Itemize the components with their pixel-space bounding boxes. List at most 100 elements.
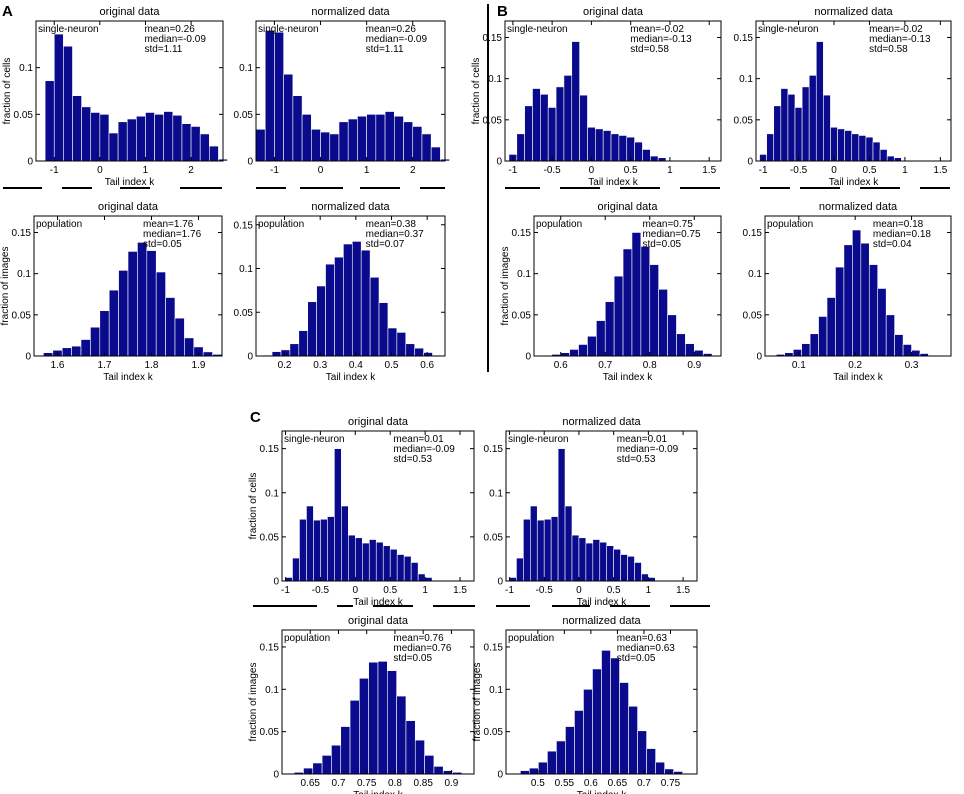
x-tick-label: -1 xyxy=(505,585,514,596)
histogram-bar xyxy=(649,264,659,357)
x-axis-label: Tail index k xyxy=(833,372,883,383)
stat-line: std=0.53 xyxy=(617,454,656,465)
chart-title: normalized data xyxy=(562,615,641,627)
histogram-bar xyxy=(320,131,331,162)
chart-subtitle: single-neuron xyxy=(38,24,99,35)
histogram-bar xyxy=(403,555,412,582)
histogram-bar xyxy=(274,31,284,162)
histogram-bar xyxy=(384,111,395,162)
y-tick-label: 0.1 xyxy=(488,74,502,85)
y-tick-label: 0.1 xyxy=(239,264,253,275)
y-tick-label: 0 xyxy=(497,770,503,781)
x-tick-label: 0.3 xyxy=(313,360,327,371)
histogram-bar xyxy=(879,149,888,162)
axes-frame xyxy=(35,20,224,162)
histogram-bar xyxy=(184,337,195,357)
histogram-bar xyxy=(172,114,183,162)
histogram-bar xyxy=(634,562,642,582)
histogram-bar xyxy=(620,554,628,582)
histogram-bar xyxy=(137,242,148,357)
x-tick-label: 0.65 xyxy=(608,778,628,789)
axes-frame xyxy=(504,20,722,162)
y-tick-label: 0.15 xyxy=(260,444,280,455)
x-tick-label: 1.6 xyxy=(51,360,65,371)
chart-title: normalized data xyxy=(562,416,641,428)
histogram-bar xyxy=(338,121,349,162)
histogram-bar xyxy=(693,349,704,357)
histogram-bar xyxy=(44,80,55,162)
x-tick-label: 0.9 xyxy=(687,360,701,371)
histogram-bar xyxy=(667,314,677,357)
axes-frame xyxy=(505,430,698,582)
stat-line: std=1.11 xyxy=(366,44,404,55)
histogram-bar xyxy=(199,133,210,162)
histogram-bar xyxy=(676,333,686,357)
histogram-bar xyxy=(640,246,651,357)
chart-title: original data xyxy=(583,6,644,18)
histogram-bar xyxy=(343,243,353,357)
histogram-bar xyxy=(126,118,137,162)
histogram-bar xyxy=(571,534,580,582)
histogram-bar xyxy=(377,661,388,775)
histogram-bar xyxy=(414,347,424,357)
chart-title: normalized data xyxy=(819,201,898,213)
x-tick-label: 0 xyxy=(318,165,324,176)
histogram-bar xyxy=(634,141,643,162)
histogram-bar xyxy=(368,661,379,775)
histogram-bar xyxy=(578,344,588,357)
histogram-bar xyxy=(351,241,362,357)
x-tick-label: -0.5 xyxy=(790,165,808,176)
axes-frame xyxy=(255,215,446,357)
stat-line: mean=0.26 xyxy=(144,24,195,35)
stat-line: std=0.05 xyxy=(393,653,432,664)
histogram-bar xyxy=(613,275,624,357)
chart-subtitle: single-neuron xyxy=(758,24,819,35)
x-axis-label: Tail index k xyxy=(603,372,653,383)
histogram-bar xyxy=(271,351,282,357)
chart-subtitle: single-neuron xyxy=(507,24,568,35)
stat-line: mean=0.38 xyxy=(366,219,417,230)
stat-line: median=-0.13 xyxy=(869,34,931,45)
y-axis-label: fraction of images xyxy=(0,247,11,326)
histogram-bar xyxy=(396,332,407,357)
chart-c3: 0.65 0.7 0.75 0.8 0.85 0.9 0 0.05 0.1 0.15 origina… xyxy=(248,615,475,794)
histogram-bar xyxy=(316,285,326,357)
chart-subtitle: single-neuron xyxy=(258,24,319,35)
y-tick-label: 0.05 xyxy=(483,115,503,126)
histogram-bar xyxy=(283,73,294,162)
histogram-bar xyxy=(852,229,862,357)
y-tick-label: 0.15 xyxy=(512,228,532,239)
chart-a3: 1.6 1.7 1.8 1.9 0 0.05 0.1 0.15 original data pop… xyxy=(0,201,223,383)
histogram-bar xyxy=(375,541,384,582)
x-tick-label: 1.5 xyxy=(702,165,716,176)
x-tick-label: 0.85 xyxy=(413,778,433,789)
histogram-bar xyxy=(99,310,110,357)
histogram-bar xyxy=(599,541,608,582)
chart-c4: 0.5 0.55 0.6 0.65 0.7 0.75 0 0.05 0.1 0.15 normali… xyxy=(472,615,698,794)
histogram-bar xyxy=(569,349,579,357)
axes-frame xyxy=(33,215,223,357)
histogram-bar xyxy=(72,95,82,162)
histogram-bar xyxy=(818,316,828,357)
histogram-bar xyxy=(628,705,638,775)
histogram-bar xyxy=(587,335,597,357)
y-tick-label: 0 xyxy=(497,577,503,588)
x-tick-label: 1.9 xyxy=(192,360,206,371)
chart-title: original data xyxy=(598,201,659,213)
histogram-bar xyxy=(361,542,370,582)
histogram-bar xyxy=(655,761,665,775)
histogram-bar xyxy=(108,132,119,162)
stat-line: median=0.37 xyxy=(366,229,425,240)
histogram-bar xyxy=(532,88,541,162)
stat-line: mean=0.01 xyxy=(393,434,444,445)
x-tick-label: 2 xyxy=(188,165,194,176)
histogram-bar xyxy=(421,133,432,162)
y-tick-label: 0.1 xyxy=(265,488,279,499)
histogram-bar xyxy=(366,114,377,162)
histogram-bar xyxy=(298,330,309,357)
x-tick-label: 0.8 xyxy=(643,360,657,371)
stat-line: mean=-0.02 xyxy=(869,24,923,35)
histogram-bar xyxy=(368,539,377,582)
